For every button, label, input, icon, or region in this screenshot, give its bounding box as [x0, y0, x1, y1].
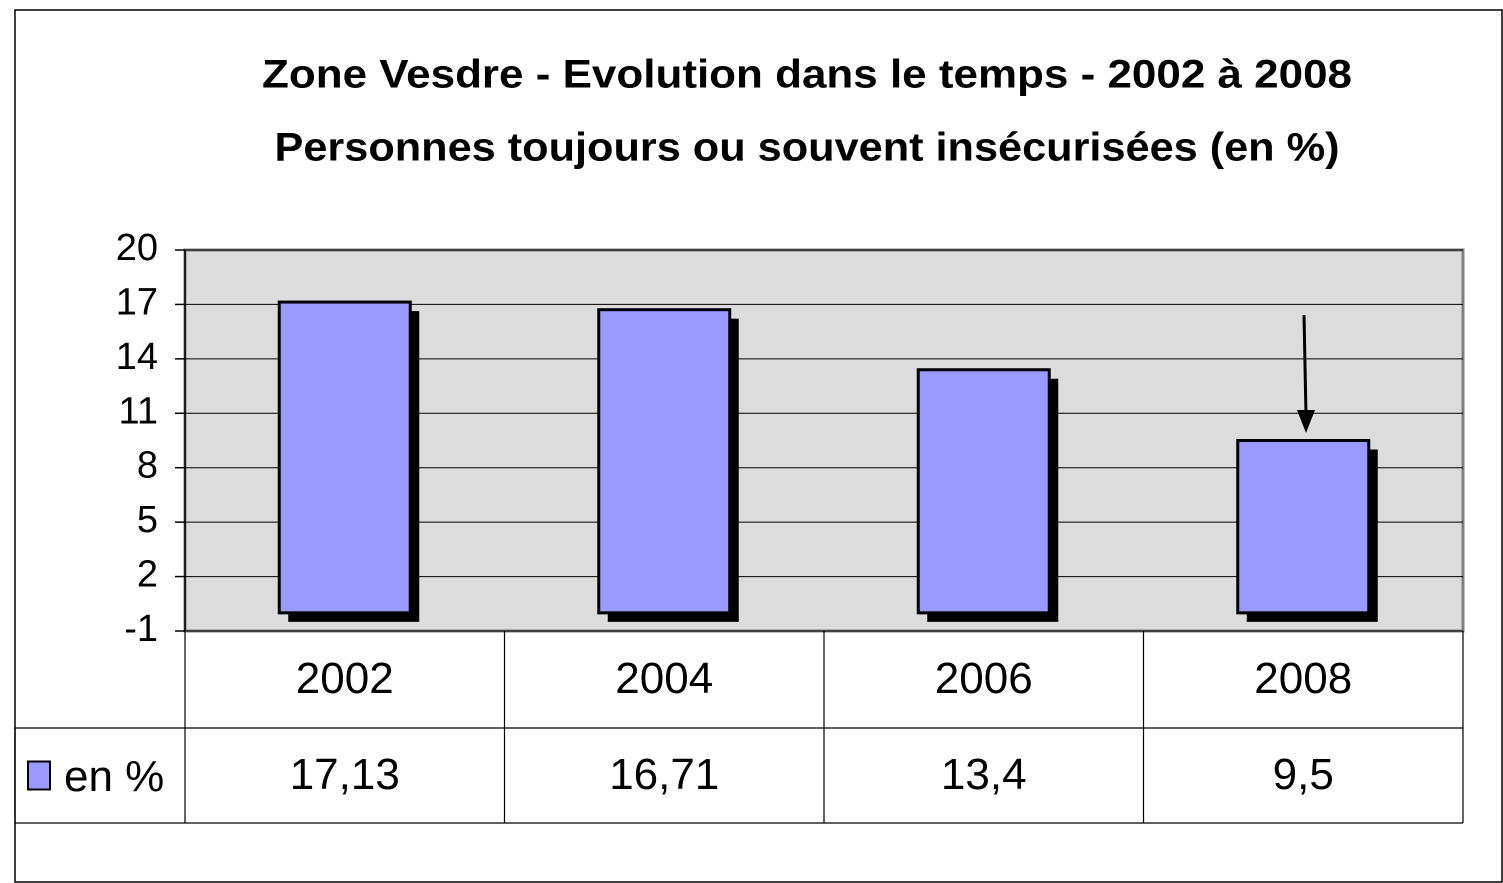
legend-label: en %: [64, 752, 164, 801]
y-tick-label: 8: [137, 445, 158, 487]
y-tick-label: 5: [137, 499, 158, 541]
x-tick-label: 2008: [1254, 654, 1352, 703]
bar: [916, 368, 1051, 615]
table-value: 13,4: [941, 750, 1027, 799]
x-tick-label: 2006: [935, 654, 1033, 703]
arrow-line: [1302, 314, 1308, 416]
chart-subtitle: Personnes toujours ou souvent insécurisé…: [275, 126, 1340, 170]
y-tick-label: 20: [116, 227, 158, 269]
y-tick-label: 2: [137, 554, 158, 596]
x-tick-label: 2002: [296, 654, 394, 703]
y-tick-label: 11: [119, 390, 158, 432]
table-value: 17,13: [290, 750, 400, 799]
y-tick-label: 14: [116, 336, 158, 378]
x-tick-label: 2004: [615, 654, 713, 703]
y-tick-label: 17: [116, 281, 158, 323]
bar: [1236, 439, 1371, 615]
bar: [277, 300, 412, 615]
table-value: 16,71: [609, 750, 719, 799]
legend-swatch: [27, 760, 51, 791]
y-tick-label: -1: [124, 608, 158, 650]
bar: [597, 308, 732, 615]
table-value: 9,5: [1273, 750, 1334, 799]
arrow: [1297, 314, 1315, 433]
chart-title: Zone Vesdre - Evolution dans le temps - …: [262, 53, 1352, 97]
arrow-head: [1297, 410, 1315, 433]
